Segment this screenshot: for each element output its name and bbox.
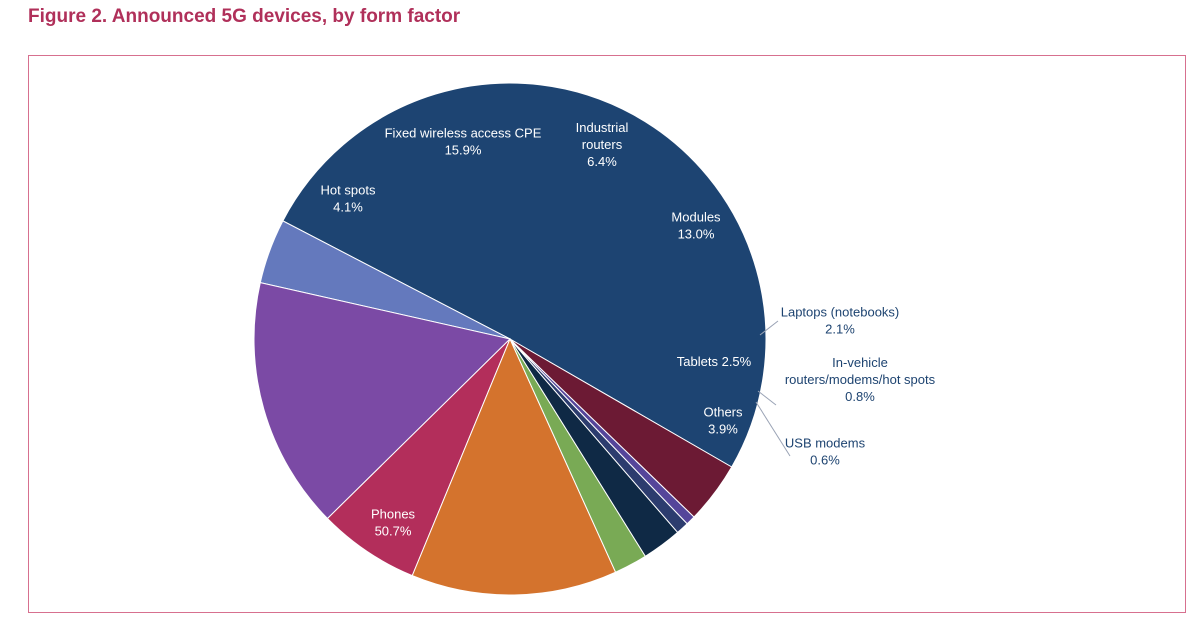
pie-label-in-vehicle-routers-modems-hot-spots: In-vehicle routers/modems/hot spots 0.8% bbox=[785, 355, 936, 404]
pie-label-modules: Modules 13.0% bbox=[671, 210, 721, 242]
pie-slice-others bbox=[509, 338, 733, 518]
figure-title: Figure 2. Announced 5G devices, by form … bbox=[28, 6, 461, 27]
leader-line-usb-modems bbox=[755, 401, 791, 457]
pie-label-phones: Phones 50.7% bbox=[371, 507, 416, 539]
pie-label-fixed-wireless-access-cpe: Fixed wireless access CPE 15.9% bbox=[385, 126, 542, 158]
pie-label-hot-spots: Hot spots 4.1% bbox=[321, 183, 376, 215]
pie-label-others: Others 3.9% bbox=[703, 405, 743, 437]
pie-label-tablets: Tablets 2.5% bbox=[677, 354, 752, 369]
pie-leader-lines bbox=[755, 320, 791, 457]
pie-slice-phones bbox=[282, 82, 767, 468]
pie-label-usb-modems: USB modems 0.6% bbox=[785, 436, 866, 468]
pie-slice-modules bbox=[411, 337, 617, 596]
pie-slice-fixed-wireless-access-cpe bbox=[253, 282, 512, 520]
leader-line-in-vehicle-routers-modems-hot-spots bbox=[757, 390, 777, 406]
pie-labels: Phones 50.7% Hot spots 4.1% Fixed wireless a… bbox=[321, 120, 936, 539]
pie-label-laptops-notebooks: Laptops (notebooks) 2.1% bbox=[781, 305, 900, 337]
pie-slices bbox=[253, 82, 767, 596]
pie-label-industrial-routers: Industrial routers 6.4% bbox=[576, 120, 629, 169]
leader-line-laptops-notebooks bbox=[759, 320, 779, 336]
